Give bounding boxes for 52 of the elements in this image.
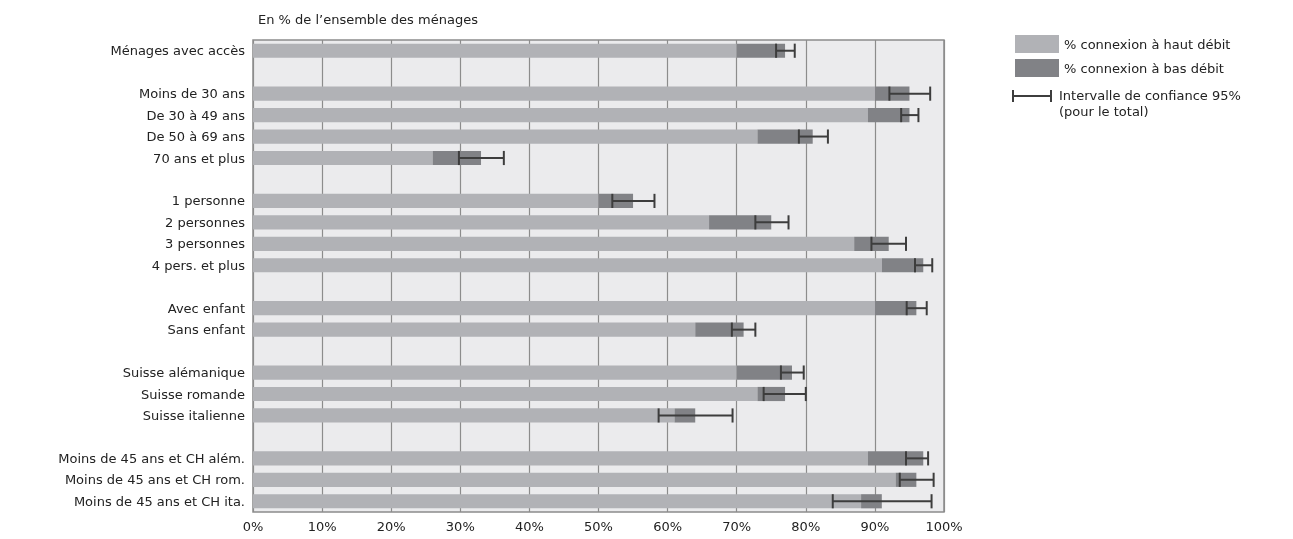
y-tick-label: Suisse italienne xyxy=(142,407,245,423)
bar xyxy=(253,150,433,166)
bar xyxy=(253,386,758,402)
x-tick-label: 10% xyxy=(307,519,337,534)
bar xyxy=(253,322,696,337)
x-tick-label: 0% xyxy=(242,519,264,534)
legend-label: % connexion à haut débit xyxy=(1064,36,1231,52)
x-tick-label: 50% xyxy=(584,519,613,534)
bar xyxy=(253,108,868,123)
y-tick-label: Moins de 45 ans et CH ita. xyxy=(73,493,245,509)
bar xyxy=(253,86,875,101)
bar xyxy=(253,236,855,251)
chart-title: En % de l’ensemble des ménages xyxy=(258,12,479,27)
x-tick-label: 100% xyxy=(925,519,963,534)
bar xyxy=(253,258,882,273)
y-tick-label: Suisse alémanique xyxy=(122,365,245,381)
y-tick-label: Moins de 45 ans et CH rom. xyxy=(64,472,245,488)
y-tick-label: Suisse romande xyxy=(141,386,245,402)
bar xyxy=(253,301,875,316)
y-tick-label: Sans enfant xyxy=(167,322,245,338)
bar xyxy=(253,193,599,208)
y-tick-label: De 30 à 49 ans xyxy=(146,107,246,123)
x-tick-label: 40% xyxy=(514,519,544,534)
text: Intervalle de confiance 95% (pour le total) xyxy=(1059,88,1241,120)
legend-label: % connexion à bas débit xyxy=(1064,60,1224,76)
x-tick-label: 90% xyxy=(860,519,890,534)
bar xyxy=(253,494,862,509)
x-tick-label: 80% xyxy=(791,519,821,534)
y-tick-label: Moins de 45 ans et CH além. xyxy=(58,450,245,466)
y-tick-label: 70 ans et plus xyxy=(153,150,246,166)
x-tick-label: 60% xyxy=(653,519,683,534)
y-tick-label: Moins de 30 ans xyxy=(139,86,246,102)
y-tick-label: Ménages avec accès xyxy=(110,43,246,59)
bar xyxy=(253,451,868,466)
bar xyxy=(253,215,710,230)
y-tick-label: Avec enfant xyxy=(167,300,245,316)
y-tick-label: 2 personnes xyxy=(165,214,246,230)
bar xyxy=(881,258,924,273)
bar xyxy=(253,472,896,487)
y-tick-label: 1 personne xyxy=(171,193,245,209)
bar xyxy=(253,43,737,58)
bar xyxy=(253,408,675,423)
y-tick-label: De 50 à 69 ans xyxy=(146,129,246,145)
x-tick-label: 20% xyxy=(376,519,406,534)
x-tick-label: 30% xyxy=(445,519,475,534)
bar xyxy=(736,365,792,380)
bar xyxy=(253,129,758,144)
x-tick-label: 70% xyxy=(722,519,752,534)
bar xyxy=(253,365,737,380)
y-tick-label: 4 pers. et plus xyxy=(151,257,246,273)
y-tick-label: 3 personnes xyxy=(165,236,246,252)
bar xyxy=(736,43,786,58)
